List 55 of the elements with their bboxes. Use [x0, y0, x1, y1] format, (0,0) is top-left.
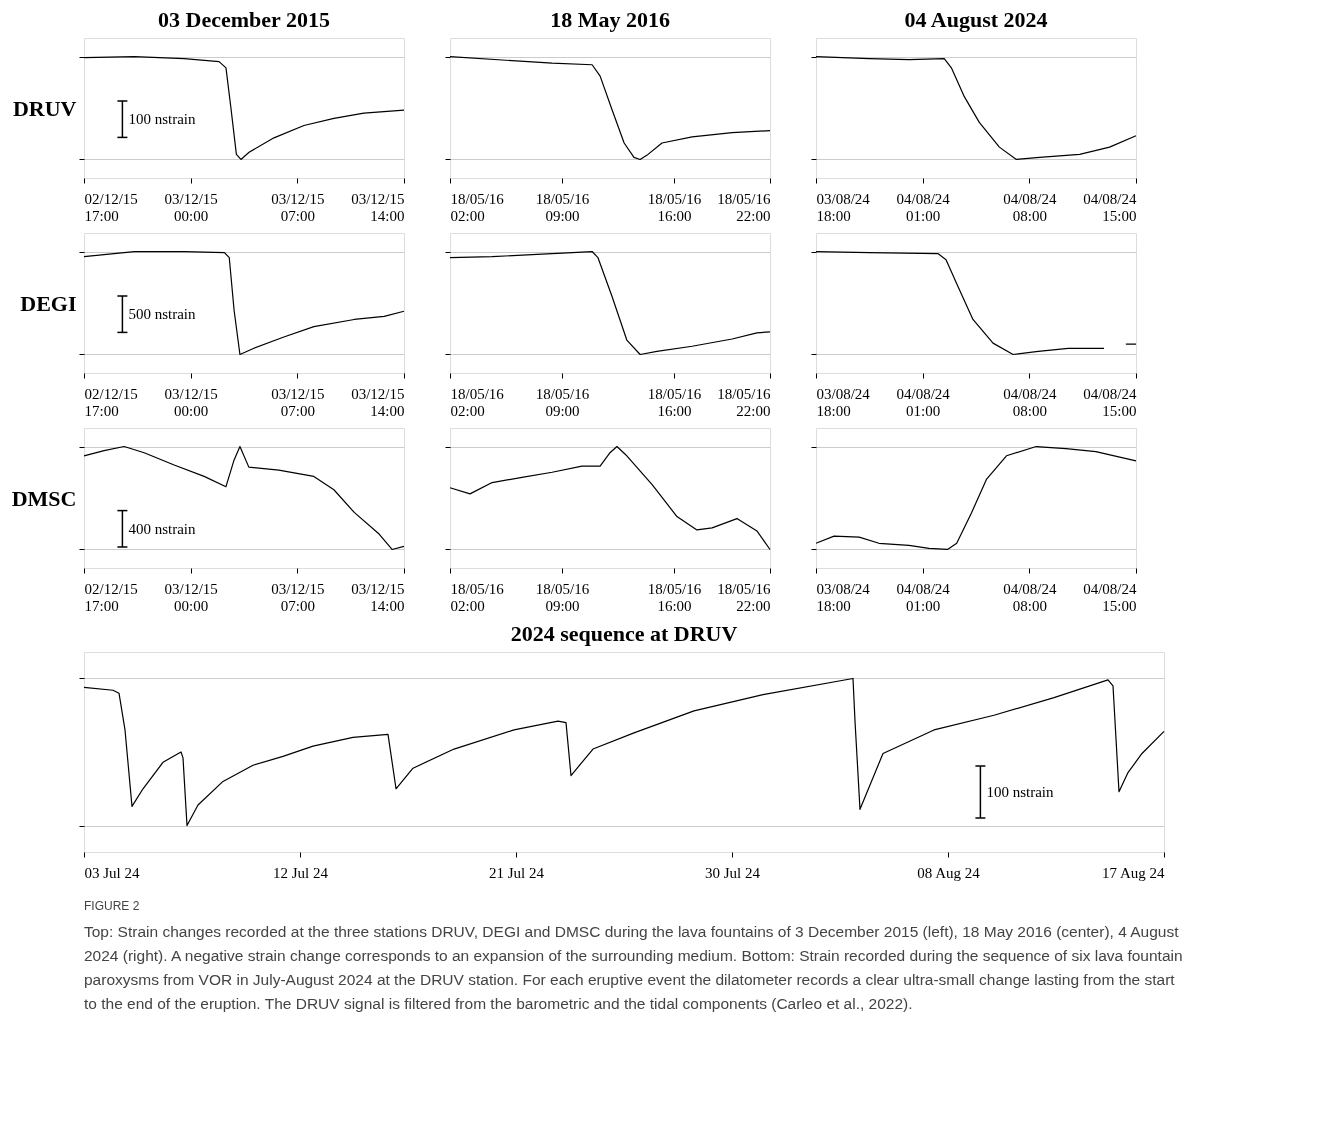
- x-tick-label: 18/05/16 16:00: [647, 580, 702, 614]
- x-tick-label: 04/08/24 15:00: [1083, 580, 1137, 614]
- x-tick-label: 18/05/16 02:00: [450, 385, 505, 419]
- x-tick-label: 04/08/24 08:00: [1003, 580, 1057, 614]
- x-tick-label: 03/12/15 14:00: [351, 190, 405, 224]
- annotation: 100 nstrain: [128, 111, 196, 128]
- y-axis-title: DRUV: [12, 95, 77, 121]
- x-tick-label: 03/12/15 07:00: [271, 385, 325, 419]
- x-tick-label: 18/05/16 09:00: [535, 385, 590, 419]
- x-tick-label: 03/12/15 00:00: [164, 385, 218, 419]
- caption: FIGURE 2: [84, 899, 140, 913]
- x-tick-label: 03/08/24 18:00: [816, 580, 871, 614]
- chart-title: 03 December 2015: [158, 7, 330, 32]
- chart-title: 04 August 2024: [904, 7, 1048, 32]
- x-tick-label: 18/05/16 22:00: [717, 385, 771, 419]
- x-tick-label: 03/12/15 00:00: [164, 190, 218, 224]
- x-tick-label: 03/12/15 07:00: [271, 190, 325, 224]
- annotation: 100 nstrain: [986, 784, 1054, 800]
- chart-title: 18 May 2016: [550, 7, 670, 32]
- x-tick-label: 18/05/16 16:00: [647, 190, 702, 224]
- x-tick-label: 03/08/24 18:00: [816, 385, 871, 419]
- x-tick-label: 02/12/15 17:00: [84, 190, 138, 224]
- x-tick-label: 02/12/15 17:00: [84, 580, 138, 614]
- x-tick-label: 18/05/16 02:00: [450, 190, 505, 224]
- x-tick-label: 03 Jul 24: [84, 864, 140, 881]
- x-tick-label: 04/08/24 01:00: [896, 385, 951, 419]
- y-axis-title: DEGI: [20, 290, 77, 316]
- x-tick-label: 12 Jul 24: [272, 864, 329, 881]
- x-tick-label: 03/08/24 18:00: [816, 190, 871, 224]
- x-tick-label: 18/05/16 16:00: [647, 385, 702, 419]
- x-tick-label: 04/08/24 01:00: [896, 580, 951, 614]
- x-tick-label: 04/08/24 15:00: [1083, 190, 1137, 224]
- x-tick-label: 17 Aug 24: [1101, 864, 1165, 881]
- text: Top: Strain changes recorded at the three stations DRUV, DEGI and DMSC during the lava fountains of 3 December 2015 (left), 18 May 2016 (center), 4 August 2024 (right). A negative strain change corresponds to an expansion of the surrounding medium. Bottom: Strain recorded during the sequence of six lava fountain paroxysms from VOR in July-August 2024 at the DRUV station. For each eruptive event the dilatometer records a clear ultra-small change lasting from the start to the end of the eruption. The DRUV signal is filtered from the barometric and the tidal components (Carleo et al., 2022).: [84, 923, 1183, 1012]
- x-tick-label: 18/05/16 02:00: [450, 580, 505, 614]
- x-tick-label: 04/08/24 08:00: [1003, 385, 1057, 419]
- x-tick-label: 04/08/24 08:00: [1003, 190, 1057, 224]
- x-tick-label: 03/12/15 14:00: [351, 580, 405, 614]
- x-tick-label: 18/05/16 22:00: [717, 190, 771, 224]
- x-tick-label: 02/12/15 17:00: [84, 385, 138, 419]
- x-tick-label: 18/05/16 09:00: [535, 190, 590, 224]
- x-tick-label: 03/12/15 07:00: [271, 580, 325, 614]
- x-tick-label: 21 Jul 24: [488, 864, 545, 881]
- x-tick-label: 18/05/16 09:00: [535, 580, 590, 614]
- x-tick-label: 18/05/16 22:00: [717, 580, 771, 614]
- y-axis-title: DMSC: [11, 485, 77, 511]
- chart-title: 2024 sequence at DRUV: [510, 621, 738, 646]
- x-tick-label: 04/08/24 15:00: [1083, 385, 1137, 419]
- annotation: 500 nstrain: [128, 306, 196, 323]
- x-tick-label: 08 Aug 24: [917, 864, 981, 881]
- annotation: 400 nstrain: [128, 520, 196, 537]
- x-tick-label: 04/08/24 01:00: [896, 190, 951, 224]
- x-tick-label: 30 Jul 24: [704, 864, 761, 881]
- x-tick-label: 03/12/15 14:00: [351, 385, 405, 419]
- x-tick-label: 03/12/15 00:00: [164, 580, 218, 614]
